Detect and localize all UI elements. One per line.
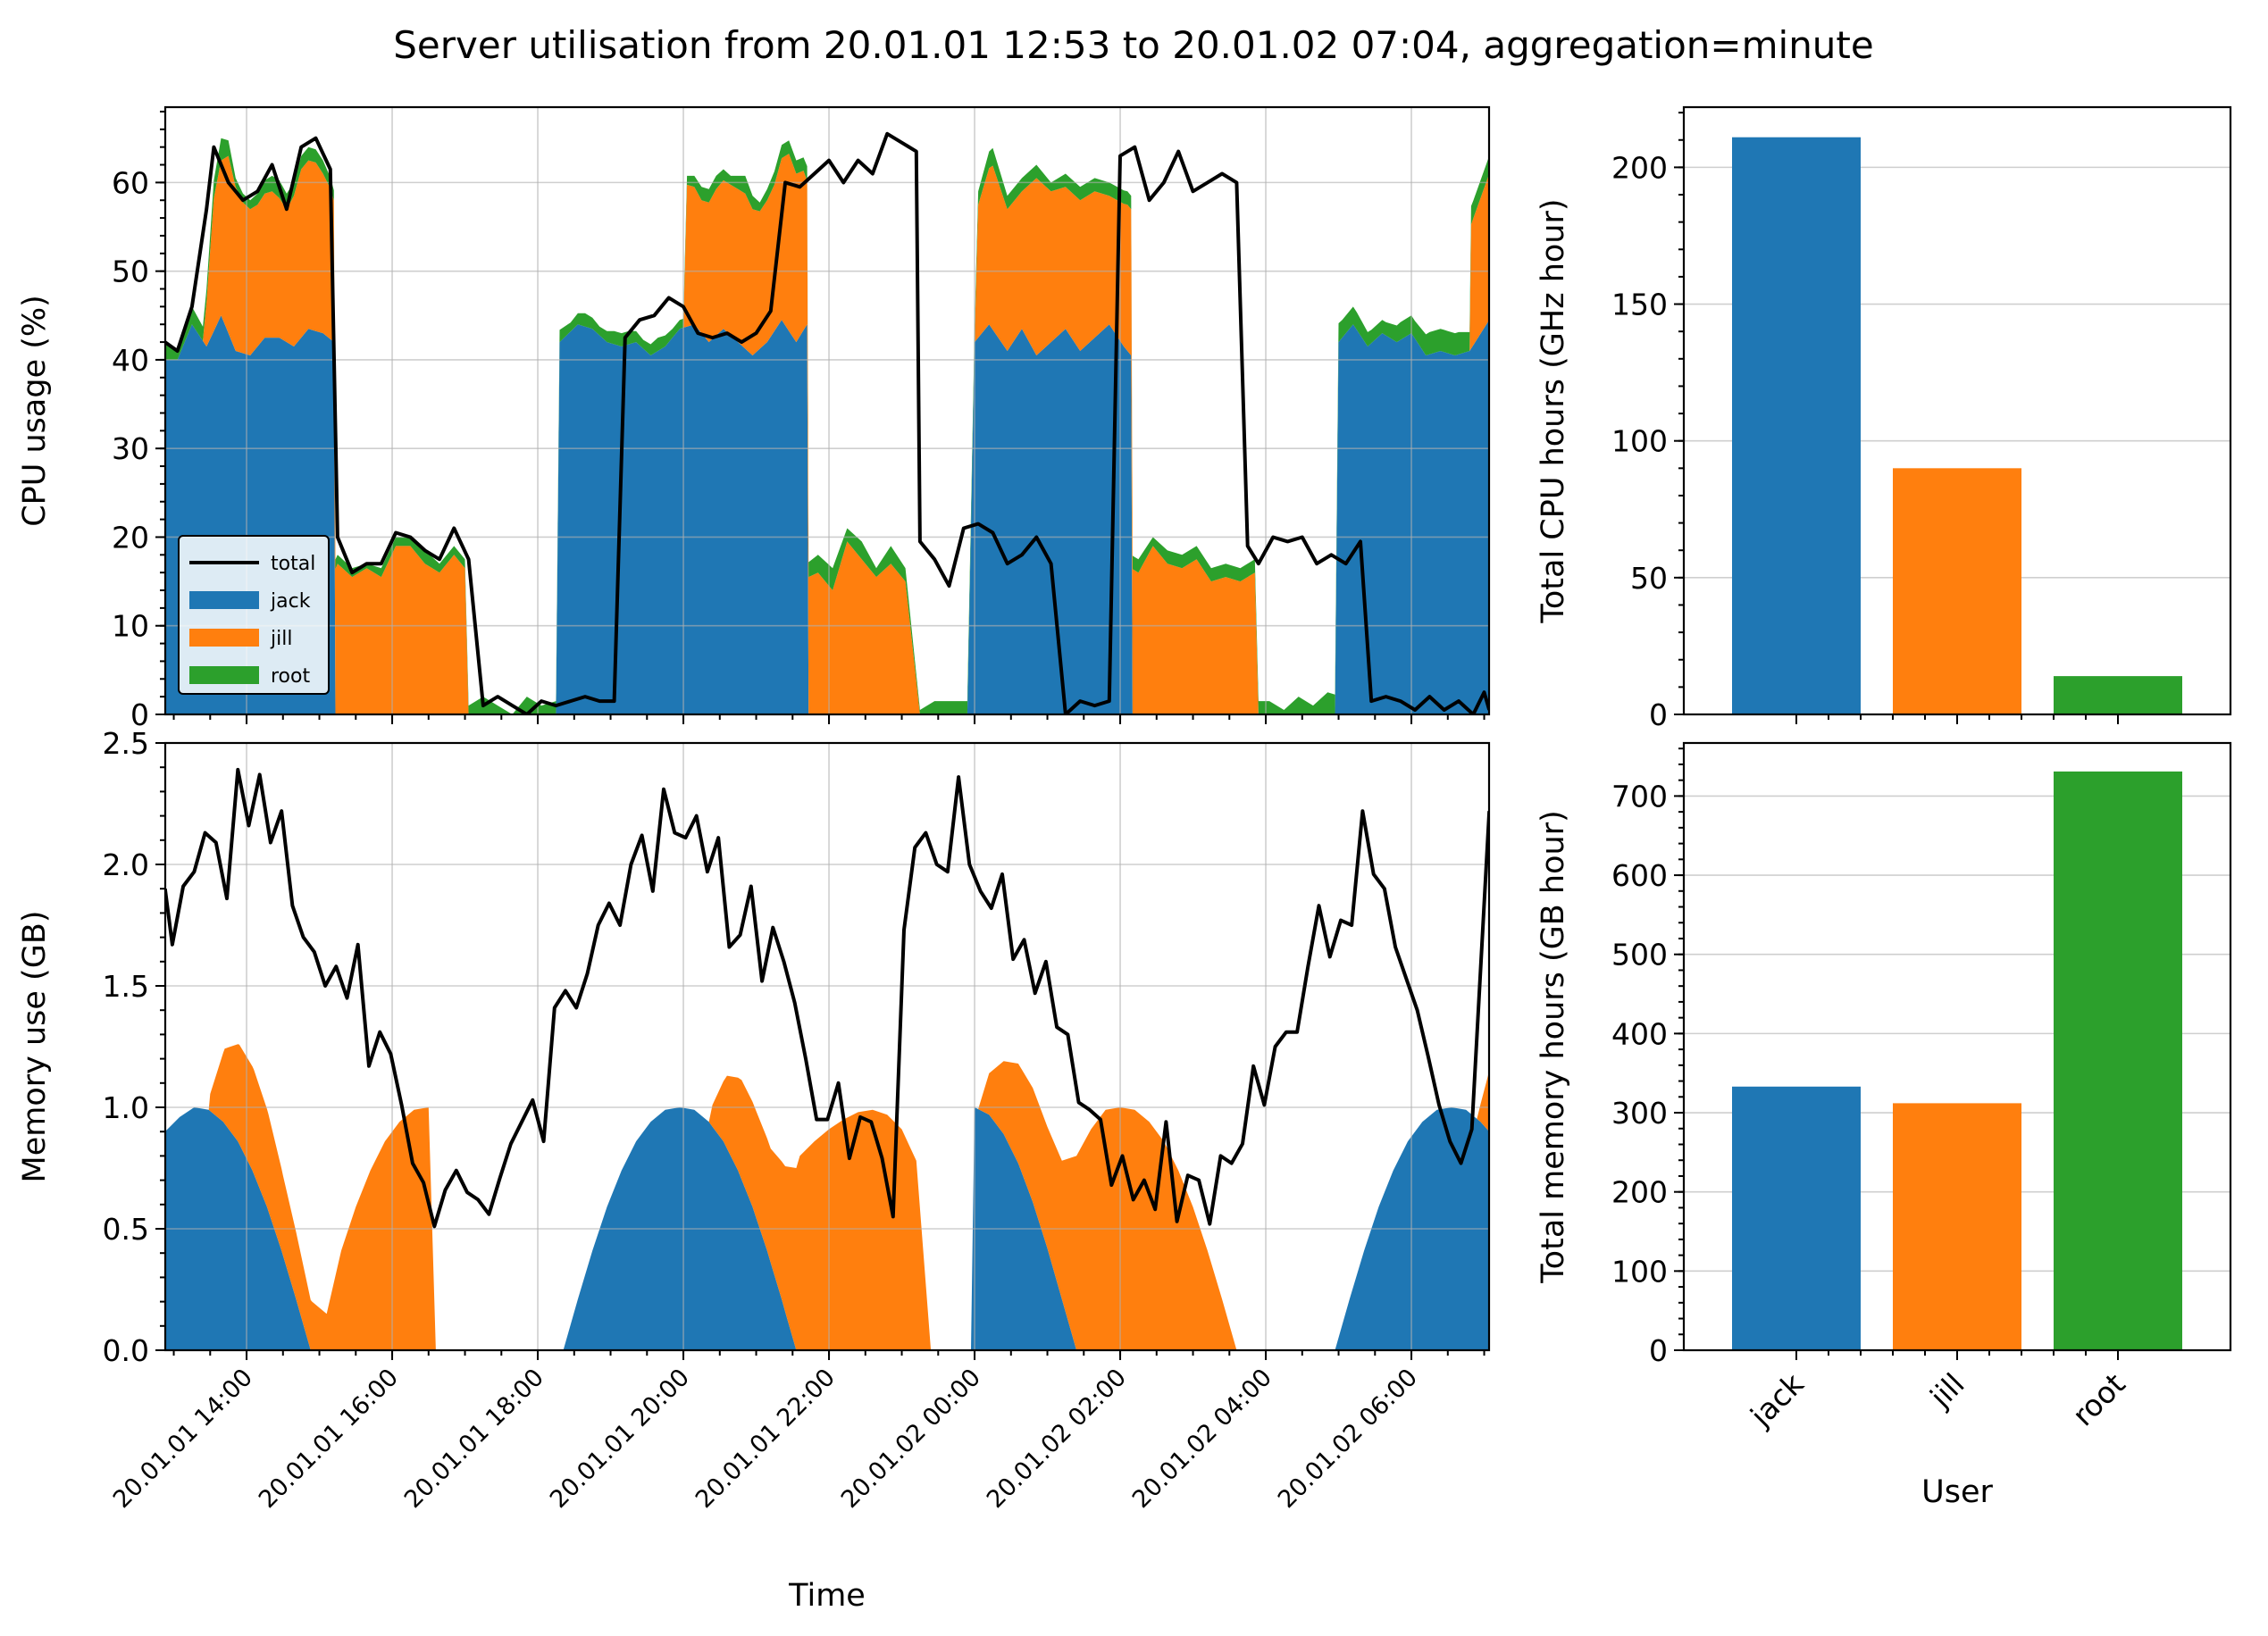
bar-jack xyxy=(1732,1086,1861,1350)
legend-label-root: root xyxy=(271,665,310,688)
x-tick-label: 20.01.01 20:00 xyxy=(545,1364,695,1514)
y-axis-label: Total CPU hours (GHz hour) xyxy=(1536,198,1571,623)
y-tick-label: 50 xyxy=(112,255,149,289)
y-tick-label: 100 xyxy=(1611,424,1668,459)
x-tick-label: root xyxy=(2065,1366,2131,1432)
y-tick-label: 30 xyxy=(112,431,149,466)
memory-timeseries-areas xyxy=(165,1044,1489,1350)
axes-frame xyxy=(1682,105,2232,716)
axes-frame xyxy=(1682,741,2232,1352)
x-tick-label: 20.01.02 04:00 xyxy=(1127,1364,1277,1514)
y-tick-label: 700 xyxy=(1611,779,1668,814)
figure-title: Server utilisation from 20.01.01 12:53 t… xyxy=(393,23,1874,67)
y-tick-label: 400 xyxy=(1611,1016,1668,1051)
legend-swatch-root xyxy=(189,666,259,684)
y-tick-label: 50 xyxy=(1630,561,1668,596)
x-tick-label: 20.01.01 14:00 xyxy=(108,1364,258,1514)
cpu-timeseries-panel: 0 10 20 30 40 50 60 CPU usage (%) total jack jill r… xyxy=(17,105,1491,732)
y-tick-label: 1.0 xyxy=(103,1090,149,1125)
legend: total jack jill root xyxy=(178,535,330,695)
legend-swatch-jill xyxy=(189,629,259,647)
series-line-total xyxy=(165,767,1489,1229)
y-tick-label: 2.0 xyxy=(103,847,149,882)
bar-jack xyxy=(1732,137,1861,714)
y-tick-label: 20 xyxy=(112,520,149,555)
y-tick-label: 0 xyxy=(130,697,149,732)
y-tick-label: 0.5 xyxy=(103,1212,149,1247)
x-axis-label: User xyxy=(1921,1474,1993,1510)
y-tick-label: 0.0 xyxy=(103,1333,149,1368)
bar-root xyxy=(2054,771,2182,1350)
series-area-jill xyxy=(165,154,1489,714)
legend-label-total: total xyxy=(271,553,315,575)
y-tick-label: 600 xyxy=(1611,858,1668,893)
x-tick-label: 20.01.02 02:00 xyxy=(982,1364,1132,1514)
cpu-timeseries-areas xyxy=(165,138,1489,714)
y-tick-label: 1.5 xyxy=(103,969,149,1004)
x-tick-label: jill xyxy=(1922,1366,1971,1415)
y-tick-label: 60 xyxy=(112,165,149,200)
axes-frame xyxy=(163,741,1491,1352)
legend-label-jill: jill xyxy=(270,628,292,650)
series-area-jack xyxy=(165,1107,1489,1350)
y-axis-label: CPU usage (%) xyxy=(17,295,53,527)
y-tick-label: 0 xyxy=(1649,697,1668,732)
bar-jill xyxy=(1893,1103,2021,1350)
legend-label-jack: jack xyxy=(270,590,311,613)
y-tick-label: 10 xyxy=(112,609,149,644)
x-tick-label: jack xyxy=(1743,1365,1811,1433)
legend-box xyxy=(178,535,330,695)
x-axis-label: Time xyxy=(788,1578,866,1614)
y-tick-label: 150 xyxy=(1611,288,1668,322)
x-tick-label: 20.01.01 22:00 xyxy=(690,1364,841,1514)
x-tick-label: 20.01.02 06:00 xyxy=(1273,1364,1423,1514)
y-tick-label: 300 xyxy=(1611,1096,1668,1131)
y-tick-label: 0 xyxy=(1649,1333,1668,1368)
y-tick-label: 100 xyxy=(1611,1254,1668,1289)
legend-swatch-jack xyxy=(189,591,259,609)
x-tick-label: 20.01.01 16:00 xyxy=(254,1364,404,1514)
memory-totals-panel: 0 100 200 300 400 500 600 700 Total memory hours… xyxy=(1536,741,2232,1510)
x-tick-label: 20.01.02 00:00 xyxy=(836,1364,986,1514)
bar-root xyxy=(2054,676,2182,714)
y-axis-label: Total memory hours (GB hour) xyxy=(1536,810,1571,1284)
y-tick-label: 200 xyxy=(1611,1175,1668,1210)
x-tick-label: 20.01.01 18:00 xyxy=(399,1364,549,1514)
series-line-total xyxy=(165,131,1489,714)
y-tick-label: 500 xyxy=(1611,938,1668,972)
cpu-totals-panel: 0 50 100 150 200 Total CPU hours (GHz hour) xyxy=(1536,105,2232,732)
y-tick-label: 40 xyxy=(112,343,149,378)
axes-frame xyxy=(163,105,1491,716)
bar-jill xyxy=(1893,468,2021,714)
y-tick-label: 200 xyxy=(1611,150,1668,185)
y-tick-label: 2.5 xyxy=(103,726,149,761)
y-axis-label: Memory use (GB) xyxy=(17,911,53,1183)
series-area-jill xyxy=(165,1044,1489,1350)
